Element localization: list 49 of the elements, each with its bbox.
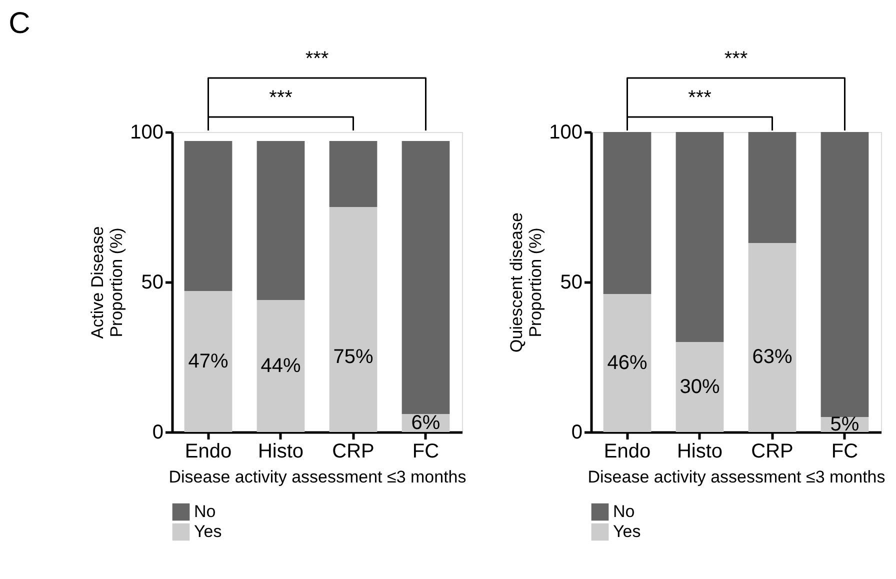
data-label: 30% bbox=[680, 376, 720, 398]
bar bbox=[603, 294, 652, 432]
bar bbox=[748, 132, 796, 243]
bar bbox=[603, 132, 652, 294]
y-tick-label: 0 bbox=[571, 422, 582, 444]
y-axis-title: Quiescent disease Proportion (%) bbox=[507, 212, 546, 352]
bar bbox=[748, 243, 796, 432]
text: *** bbox=[688, 87, 712, 109]
text: *** bbox=[724, 48, 748, 70]
x-tick-label: FC bbox=[831, 440, 858, 462]
x-tick-label: FC bbox=[412, 440, 440, 462]
legend-label: Yes bbox=[194, 522, 222, 541]
x-axis-title: Disease activity assessment ≤3 months bbox=[588, 468, 886, 486]
x-tick-label: Histo bbox=[258, 440, 304, 462]
bar bbox=[820, 132, 869, 417]
data-label: 75% bbox=[333, 346, 374, 368]
bar bbox=[256, 141, 305, 300]
legend-label: No bbox=[613, 502, 635, 521]
bar bbox=[676, 132, 724, 342]
bar bbox=[329, 141, 378, 207]
bar bbox=[329, 207, 378, 432]
data-label: 6% bbox=[411, 412, 440, 434]
y-tick-label: 100 bbox=[549, 122, 582, 144]
text: *** bbox=[269, 87, 293, 109]
x-tick-label: CRP bbox=[751, 440, 794, 462]
x-tick-label: Endo bbox=[184, 440, 232, 462]
bar bbox=[676, 342, 724, 432]
bar bbox=[184, 291, 232, 432]
legend-label: No bbox=[194, 502, 216, 521]
data-label: 63% bbox=[752, 346, 792, 368]
y-tick-label: 100 bbox=[130, 122, 164, 144]
y-axis-title: Active Disease Proportion (%) bbox=[88, 226, 126, 339]
y-tick-label: 50 bbox=[141, 272, 164, 294]
data-label: 5% bbox=[830, 414, 860, 436]
x-tick-label: Endo bbox=[604, 440, 651, 462]
x-axis-title: Disease activity assessment ≤3 months bbox=[168, 468, 466, 486]
y-tick-label: 0 bbox=[152, 422, 164, 444]
x-tick-label: CRP bbox=[332, 440, 374, 462]
legend-label: Yes bbox=[613, 522, 641, 541]
text: *** bbox=[305, 48, 329, 70]
chart-title: C bbox=[8, 7, 30, 40]
y-tick-label: 50 bbox=[560, 272, 582, 294]
x-tick-label: Histo bbox=[676, 440, 723, 462]
data-label: 46% bbox=[607, 352, 648, 374]
bar bbox=[256, 300, 305, 432]
data-label: 47% bbox=[188, 350, 228, 372]
bar bbox=[402, 141, 450, 414]
data-label: 44% bbox=[260, 355, 301, 377]
bar bbox=[184, 141, 232, 291]
